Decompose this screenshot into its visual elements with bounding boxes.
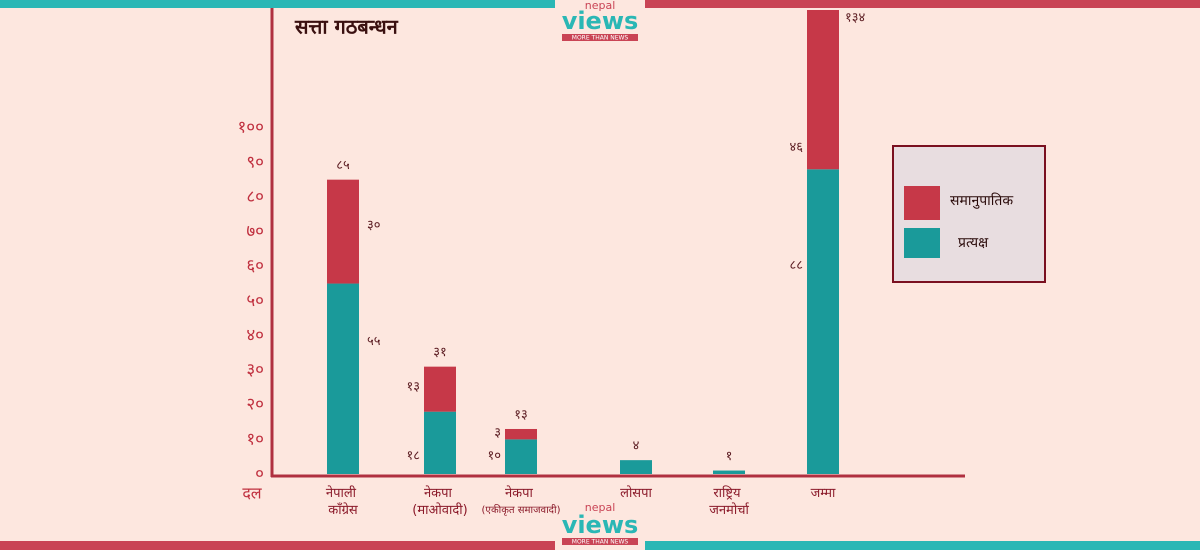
total-label: ४ (633, 439, 640, 454)
value-label: १८ (406, 449, 420, 464)
x-tick-label: राष्ट्रिय जनमोर्चा (709, 485, 750, 518)
logo-bar (562, 538, 638, 545)
y-tick-label: ३० (246, 360, 264, 380)
bar-segment (620, 460, 652, 474)
y-tick-label: ७० (246, 222, 264, 242)
y-tick-label: ९० (246, 152, 264, 172)
total-label: १३ (514, 407, 528, 422)
logo-name: views (562, 7, 639, 35)
value-label: ८८ (789, 258, 803, 273)
top-band-right (645, 0, 1200, 8)
value-label: ३ (494, 425, 501, 440)
value-label: १० (487, 449, 501, 464)
total-label: ३१ (433, 345, 447, 360)
y-tick-label: ० (255, 464, 264, 484)
logo-tagline: MORE THAN NEWS (572, 539, 629, 546)
y-tick-label: ४० (246, 325, 264, 345)
y-tick-label: ५० (246, 291, 264, 311)
x-tick-label: नेपाली काँग्रेस (326, 485, 360, 518)
logo-small: nepal (585, 501, 616, 514)
value-label: ५५ (367, 334, 381, 349)
x-tick-label: लोसपा (620, 485, 652, 501)
x-tick-label: नेकपा (माओवादी) (412, 485, 467, 518)
total-label: ८५ (336, 158, 350, 173)
total-label: १ (726, 449, 733, 464)
legend-label: प्रत्यक्ष (958, 235, 989, 251)
legend-swatch (904, 186, 940, 220)
bar-segment (713, 470, 745, 474)
x-axis-label: दल (242, 484, 262, 503)
total-label: १३४ (845, 11, 866, 26)
value-label: १३ (406, 380, 420, 395)
bar-segment (505, 428, 537, 440)
logo-bar (562, 34, 638, 41)
bar-segment (807, 10, 839, 170)
bar-segment (327, 283, 359, 474)
y-tick-label: २० (246, 395, 264, 415)
logo-name: views (562, 511, 639, 539)
bar-segment (424, 366, 456, 412)
logo-top: nepal views MORE THAN NEWS (562, 0, 639, 42)
y-tick-label: ६० (246, 256, 264, 276)
bar-segment (327, 179, 359, 284)
x-tick-label: नेकपा (एकीकृत समाजवादी) (482, 485, 561, 517)
bar-segment (807, 169, 839, 475)
legend-label: समानुपातिक (950, 192, 1013, 209)
top-band-left (0, 0, 555, 8)
chart-title: सत्ता गठबन्धन (294, 15, 399, 39)
y-tick-label: ८० (246, 187, 264, 207)
x-tick-label: जम्मा (811, 486, 836, 501)
logo-bottom: nepal views MORE THAN NEWS (562, 501, 639, 546)
logo-small: nepal (585, 0, 616, 12)
logo-tagline: MORE THAN NEWS (572, 35, 629, 42)
bottom-band-right (645, 541, 1200, 550)
y-tick-label: १० (246, 429, 264, 449)
value-label: ३० (367, 218, 381, 233)
bottom-band-left (0, 541, 555, 550)
legend-swatch (904, 228, 940, 258)
bar-segment (424, 411, 456, 474)
value-label: ४६ (789, 140, 803, 155)
y-tick-label: १०० (237, 118, 264, 138)
bar-segment (505, 439, 537, 474)
